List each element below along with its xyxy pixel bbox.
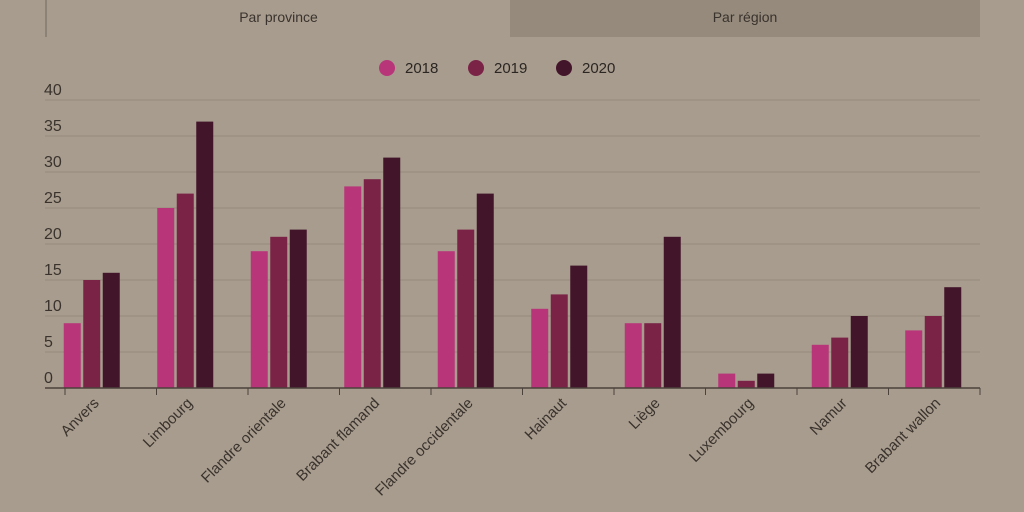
bar-2018-brabant-wallon[interactable] [905, 330, 923, 388]
view-tabs: Par province Par région [45, 0, 980, 37]
bar-2018-limbourg[interactable] [157, 208, 175, 388]
y-tick-label: 10 [44, 298, 62, 315]
legend: 2018 2019 2020 [379, 60, 615, 77]
bar-2019-brabant-flamand[interactable] [363, 179, 381, 388]
bar-2020-flandre-occidentale[interactable] [476, 193, 494, 388]
x-tick-label: Namur [807, 395, 851, 439]
y-tick-label: 25 [44, 190, 62, 207]
bar-2019-brabant-wallon[interactable] [924, 316, 942, 388]
bar-2020-limbourg[interactable] [196, 121, 214, 388]
bar-2019-flandre-orientale[interactable] [270, 236, 288, 388]
x-tick-label: Liège [626, 395, 664, 433]
bar-2020-namur[interactable] [850, 316, 868, 388]
bar-2018-flandre-occidentale[interactable] [437, 251, 455, 388]
tab-par-region[interactable]: Par région [510, 0, 980, 37]
x-tick-label: Anvers [58, 395, 103, 440]
bars [63, 121, 962, 388]
bar-2019-limbourg[interactable] [176, 193, 194, 388]
bar-2019-anvers[interactable] [83, 280, 101, 388]
y-tick-label: 15 [44, 262, 62, 279]
bar-2019-li-ge[interactable] [644, 323, 662, 388]
bar-2020-li-ge[interactable] [663, 236, 681, 388]
bar-2019-hainaut[interactable] [550, 294, 568, 388]
bar-2019-namur[interactable] [831, 337, 849, 388]
bar-2020-luxembourg[interactable] [757, 373, 775, 388]
bar-2018-flandre-orientale[interactable] [250, 251, 268, 388]
bar-2018-luxembourg[interactable] [718, 373, 736, 388]
x-tick-label: Hainaut [521, 394, 570, 443]
tab-par-province[interactable]: Par province [45, 0, 510, 37]
legend-label-2020: 2020 [582, 60, 615, 77]
y-tick-label: 20 [44, 226, 62, 243]
bar-2020-flandre-orientale[interactable] [289, 229, 307, 388]
x-tick-label: Flandre orientale [198, 395, 290, 487]
y-tick-label: 5 [44, 334, 53, 351]
bar-2019-luxembourg[interactable] [737, 380, 755, 388]
legend-label-2018: 2018 [405, 60, 438, 77]
legend-marker-2020[interactable] [556, 60, 572, 76]
y-tick-label: 40 [44, 82, 62, 99]
bar-2018-brabant-flamand[interactable] [344, 186, 362, 388]
bar-2018-namur[interactable] [811, 344, 829, 388]
bar-2020-anvers[interactable] [102, 272, 120, 388]
bar-2018-anvers[interactable] [63, 323, 81, 388]
legend-marker-2019[interactable] [468, 60, 484, 76]
bar-2018-li-ge[interactable] [624, 323, 642, 388]
bar-2018-hainaut[interactable] [531, 308, 549, 388]
bar-2020-hainaut[interactable] [570, 265, 588, 388]
bar-2020-brabant-flamand[interactable] [383, 157, 401, 388]
y-tick-label: 30 [44, 154, 62, 171]
bar-2019-flandre-occidentale[interactable] [457, 229, 475, 388]
x-tick-label: Flandre occidentale [372, 395, 477, 500]
y-tick-label: 0 [44, 370, 53, 387]
legend-label-2019: 2019 [494, 60, 527, 77]
x-tick-label: Brabant flamand [293, 395, 383, 485]
bar-2020-brabant-wallon[interactable] [944, 287, 962, 388]
y-tick-label: 35 [44, 118, 62, 135]
x-tick-label: Brabant wallon [862, 395, 944, 477]
legend-marker-2018[interactable] [379, 60, 395, 76]
x-axis: Anvers Limbourg Flandre orientale Brabant f… [45, 387, 981, 500]
y-axis: 0 5 10 15 20 25 30 35 40 [44, 82, 62, 387]
x-tick-label: Limbourg [140, 395, 196, 451]
x-tick-label: Luxembourg [686, 395, 757, 466]
